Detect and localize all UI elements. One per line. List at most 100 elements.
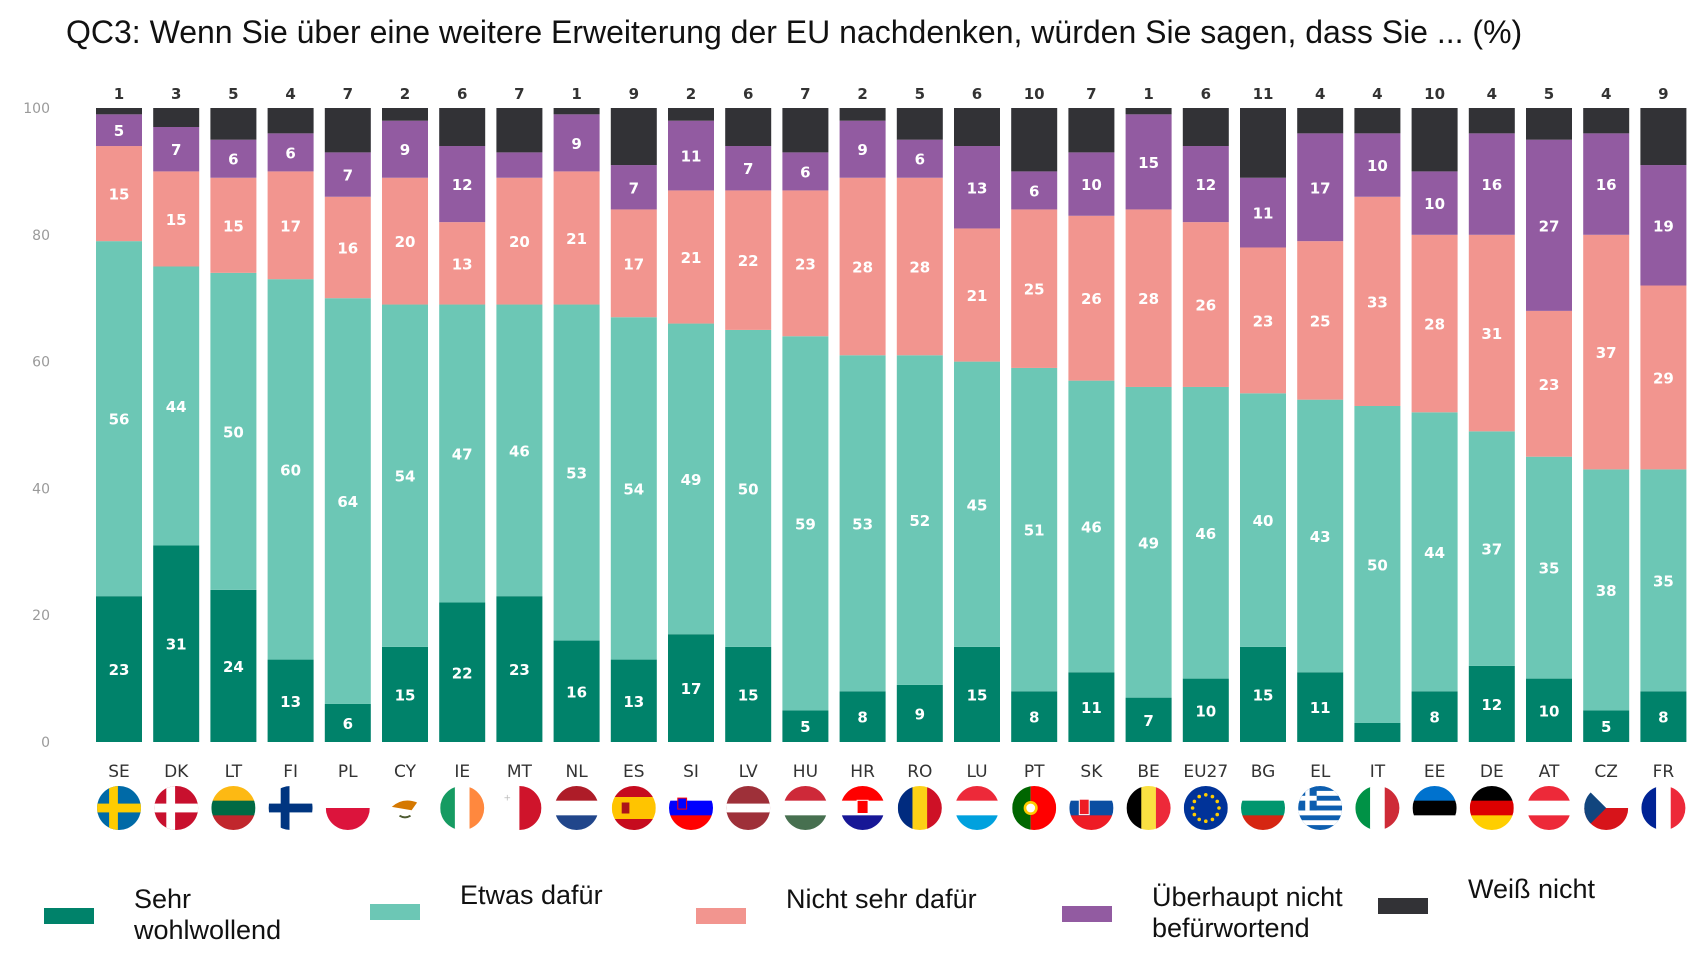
data-label: 59 [795, 515, 816, 533]
data-label: 28 [1138, 290, 1159, 308]
data-label: 22 [738, 252, 759, 270]
y-tick-label: 60 [32, 355, 50, 371]
bar-segment [382, 304, 428, 647]
bar-segment [1411, 412, 1458, 692]
bar-stack-bg: 15 40 23 11 11 [1240, 85, 1286, 742]
flag-ro-icon [897, 786, 942, 830]
data-label: 24 [223, 658, 244, 676]
data-label: 12 [452, 176, 473, 194]
y-axis: 0 20 40 60 80 100 [23, 101, 50, 751]
bar-segment [839, 177, 886, 356]
bar-segment [1468, 431, 1515, 666]
bar-segment [439, 304, 486, 603]
data-label-top: 5 [228, 85, 238, 103]
bar-segment [153, 171, 200, 267]
bar-stack-eu27: 10 46 26 12 6 [1182, 85, 1229, 742]
data-label-top: 6 [972, 85, 982, 103]
bar-segment [839, 355, 886, 692]
data-label: 13 [623, 693, 644, 711]
data-label: 64 [337, 493, 358, 511]
x-tick-label: FI [283, 762, 298, 782]
data-label-top: 4 [1487, 85, 1497, 103]
bar-segment [896, 177, 943, 356]
data-label: 23 [795, 255, 816, 273]
data-label: 17 [681, 680, 702, 698]
x-tick-label: CZ [1594, 762, 1618, 782]
bar-stack-dk: 31 44 15 7 3 [153, 85, 200, 742]
data-label: 7 [743, 160, 753, 178]
bar-segment [1354, 405, 1401, 723]
bar-segment [1354, 133, 1401, 197]
bar-segment [896, 684, 943, 742]
bar-segment [1468, 133, 1515, 235]
bar-segment [267, 171, 314, 280]
bar-segment [782, 336, 829, 711]
bar-segment [1011, 209, 1058, 368]
bar-segment [610, 209, 657, 318]
data-label: 6 [343, 715, 353, 733]
flag-lv-icon [726, 786, 771, 830]
data-label: 6 [228, 151, 238, 169]
svg-text:+: + [504, 793, 512, 803]
data-label: 53 [566, 465, 587, 483]
data-label: 28 [852, 259, 873, 277]
x-tick-label: IE [454, 762, 470, 782]
data-label: 28 [909, 259, 930, 277]
data-label: 5 [800, 718, 810, 736]
data-label: 6 [915, 151, 925, 169]
x-tick-label: PL [338, 762, 358, 782]
bar-segment [954, 146, 1000, 229]
bar-segment [954, 646, 1000, 742]
data-label: 15 [395, 686, 416, 704]
bar-segment [782, 108, 829, 153]
data-label: 15 [1253, 686, 1274, 704]
bar-segment [324, 196, 371, 299]
x-tick-label: RO [907, 762, 932, 782]
bar-segment [324, 298, 371, 704]
bar-segment [1297, 672, 1344, 742]
data-label: 29 [1653, 369, 1674, 387]
bar-segment [839, 120, 886, 178]
data-label: 20 [395, 233, 416, 251]
data-label: 46 [1081, 518, 1102, 536]
bar-segment [553, 640, 600, 742]
bars-layer: 2356155131441573245015651360176466416771… [96, 85, 1687, 742]
bar-segment [96, 146, 142, 242]
bar-segment [439, 108, 486, 147]
data-label-top: 1 [571, 85, 581, 103]
bar-segment [1182, 222, 1229, 387]
legend-item-etwas-dafuer: Etwas dafür [370, 880, 603, 920]
bar-segment [96, 108, 142, 115]
data-label-top: 6 [743, 85, 753, 103]
bar-stack-cy: 15 54 20 9 2 [382, 85, 428, 742]
data-label: 17 [1310, 179, 1331, 197]
bar-segment [1125, 114, 1172, 210]
flag-el-icon [1298, 786, 1343, 830]
data-label-top: 2 [686, 85, 696, 103]
bar-segment [1468, 108, 1515, 134]
bar-segment [96, 114, 142, 147]
bar-segment [496, 304, 543, 597]
data-label: 23 [1253, 312, 1274, 330]
flag-se-icon [97, 786, 141, 830]
x-tick-label: MT [507, 762, 533, 782]
bar-segment [1640, 165, 1687, 286]
data-label-top: 4 [1601, 85, 1611, 103]
data-label: 6 [800, 163, 810, 181]
bar-segment [1068, 108, 1115, 153]
bar-stack-es: 13 54 17 7 9 [610, 85, 657, 742]
data-label: 43 [1310, 528, 1331, 546]
flag-de-icon [1469, 786, 1514, 830]
bar-segment [382, 108, 428, 121]
bar-segment [1411, 234, 1458, 413]
data-label: 5 [1601, 718, 1611, 736]
x-tick-label: DE [1480, 762, 1504, 782]
bar-segment [153, 108, 200, 128]
bar-stack-de: 12 37 31 16 4 [1468, 85, 1515, 742]
data-label: 13 [280, 693, 301, 711]
x-tick-label: PT [1024, 762, 1045, 782]
data-label: 26 [1195, 297, 1216, 315]
bar-segment [1182, 108, 1229, 147]
bar-segment [1411, 108, 1458, 172]
